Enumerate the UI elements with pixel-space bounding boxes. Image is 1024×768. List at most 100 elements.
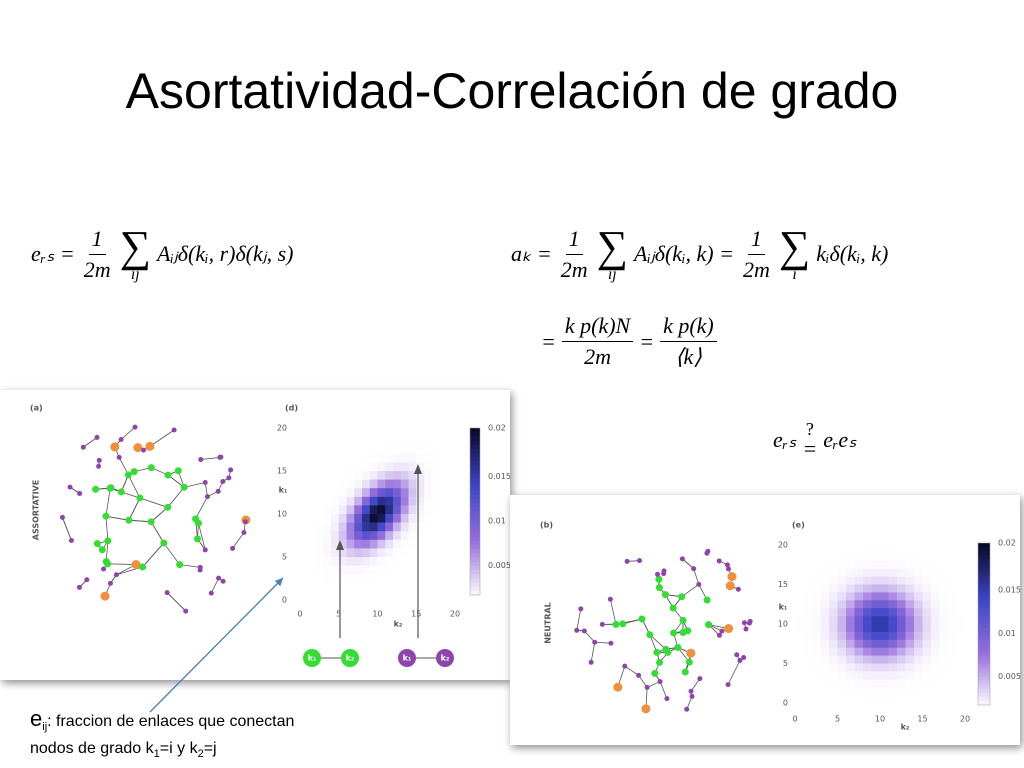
heatmap-cell [300,488,309,498]
heatmap-cell [431,488,440,498]
heatmap-cell [369,582,378,592]
caption-subscript: ij [42,721,48,734]
heatmap-cell [369,479,378,489]
heatmap-cell [354,471,363,480]
heatmap-cell [820,647,830,656]
heatmap-cell [439,479,448,489]
heatmap-cell [354,514,363,523]
heatmap-cell [447,488,456,498]
heatmap-cell [846,545,855,554]
network-node [113,572,119,578]
heatmap-cell [956,576,966,585]
heatmap-cell [400,453,409,463]
network-node [96,463,102,469]
heatmap-cell [939,608,949,617]
heatmap-cell [956,616,966,625]
network-node [691,566,697,572]
heatmap-cell [803,624,813,633]
heatmap-cell [846,663,855,672]
heatmap-cell [846,592,855,601]
network-node [703,596,711,604]
heatmap-cell [362,522,371,532]
heatmap-cell [431,582,440,592]
heatmap-cell [829,631,838,641]
heatmap-cell [338,505,347,515]
heatmap-cell [408,462,417,472]
heatmap-cell [914,663,923,672]
heatmap-cell [393,471,402,480]
heatmap-cell [905,568,915,577]
heatmap-cell [939,639,949,648]
network-node [727,572,737,582]
heatmap-cell [829,576,838,585]
network-node [581,628,587,634]
heatmap-cell [346,539,355,549]
heatmap-cell [803,592,813,601]
x-tick-label: 0 [297,610,302,619]
heatmap-cell [871,663,881,672]
heatmap-cell [416,505,425,515]
heatmap-cell [837,679,847,688]
network-node [705,548,711,554]
math-text: aₖ = [511,241,552,266]
heatmap-cell [854,631,864,641]
heatmap-cell [385,591,394,601]
heatmap-cell [400,436,409,446]
fraction: k p(k) ⟨k⟩ [660,313,717,370]
heatmap-cell [820,600,830,609]
heatmap-cell [362,453,371,463]
heatmap-cell [948,687,957,696]
colorbar-cell [470,428,480,433]
heatmap-cell [905,671,915,680]
heatmap-cell [854,568,864,577]
heatmap-cell [323,428,332,437]
denominator: 2m [584,344,611,369]
heatmap-cell [803,600,813,609]
heatmap-cell [795,576,804,585]
heatmap-cell [854,695,864,704]
heatmap-cell [400,574,409,584]
heatmap-cell [922,671,932,680]
heatmap-cell [354,582,363,592]
heatmap-cell [803,695,813,704]
heatmap-cell [897,663,906,672]
heatmap-cell [931,639,940,648]
network-node [194,535,202,543]
heatmap-cell [880,568,889,577]
heatmap-cell [931,568,940,577]
heatmap-cell [408,522,417,532]
colorbar-cell [470,503,480,508]
heatmap-cell [863,655,872,664]
heatmap-cell [837,608,847,617]
heatmap-cell [846,584,855,593]
heatmap-cell [897,624,906,633]
heatmap-cell [331,565,340,575]
heatmap-cell [400,582,409,592]
heatmap-cell [905,655,915,664]
colorbar-cell [470,549,480,554]
heatmap-cell [837,695,847,704]
heatmap-cell [354,436,363,446]
heatmap-cell [300,548,309,558]
network-node [664,696,670,702]
network-edge [200,456,220,460]
heatmap-cell [408,531,417,541]
heatmap-cell [880,639,889,648]
colorbar-cell [978,700,990,706]
heatmap-cell [354,505,363,515]
heatmap-cell [307,453,316,463]
x-tick-label: 15 [411,610,421,619]
network-node [104,560,112,568]
heatmap-cell [300,591,309,601]
heatmap-cell [447,428,456,437]
heatmap-cell [439,471,448,480]
heatmap-cell [307,462,316,472]
heatmap-cell [315,591,324,601]
network-node [734,652,740,658]
heatmap-cell [416,514,425,523]
heatmap-cell [829,552,838,562]
heatmap-cell [837,584,847,593]
network-node [164,590,170,596]
heatmap-cell [803,647,813,656]
heatmap-cell [812,679,821,688]
